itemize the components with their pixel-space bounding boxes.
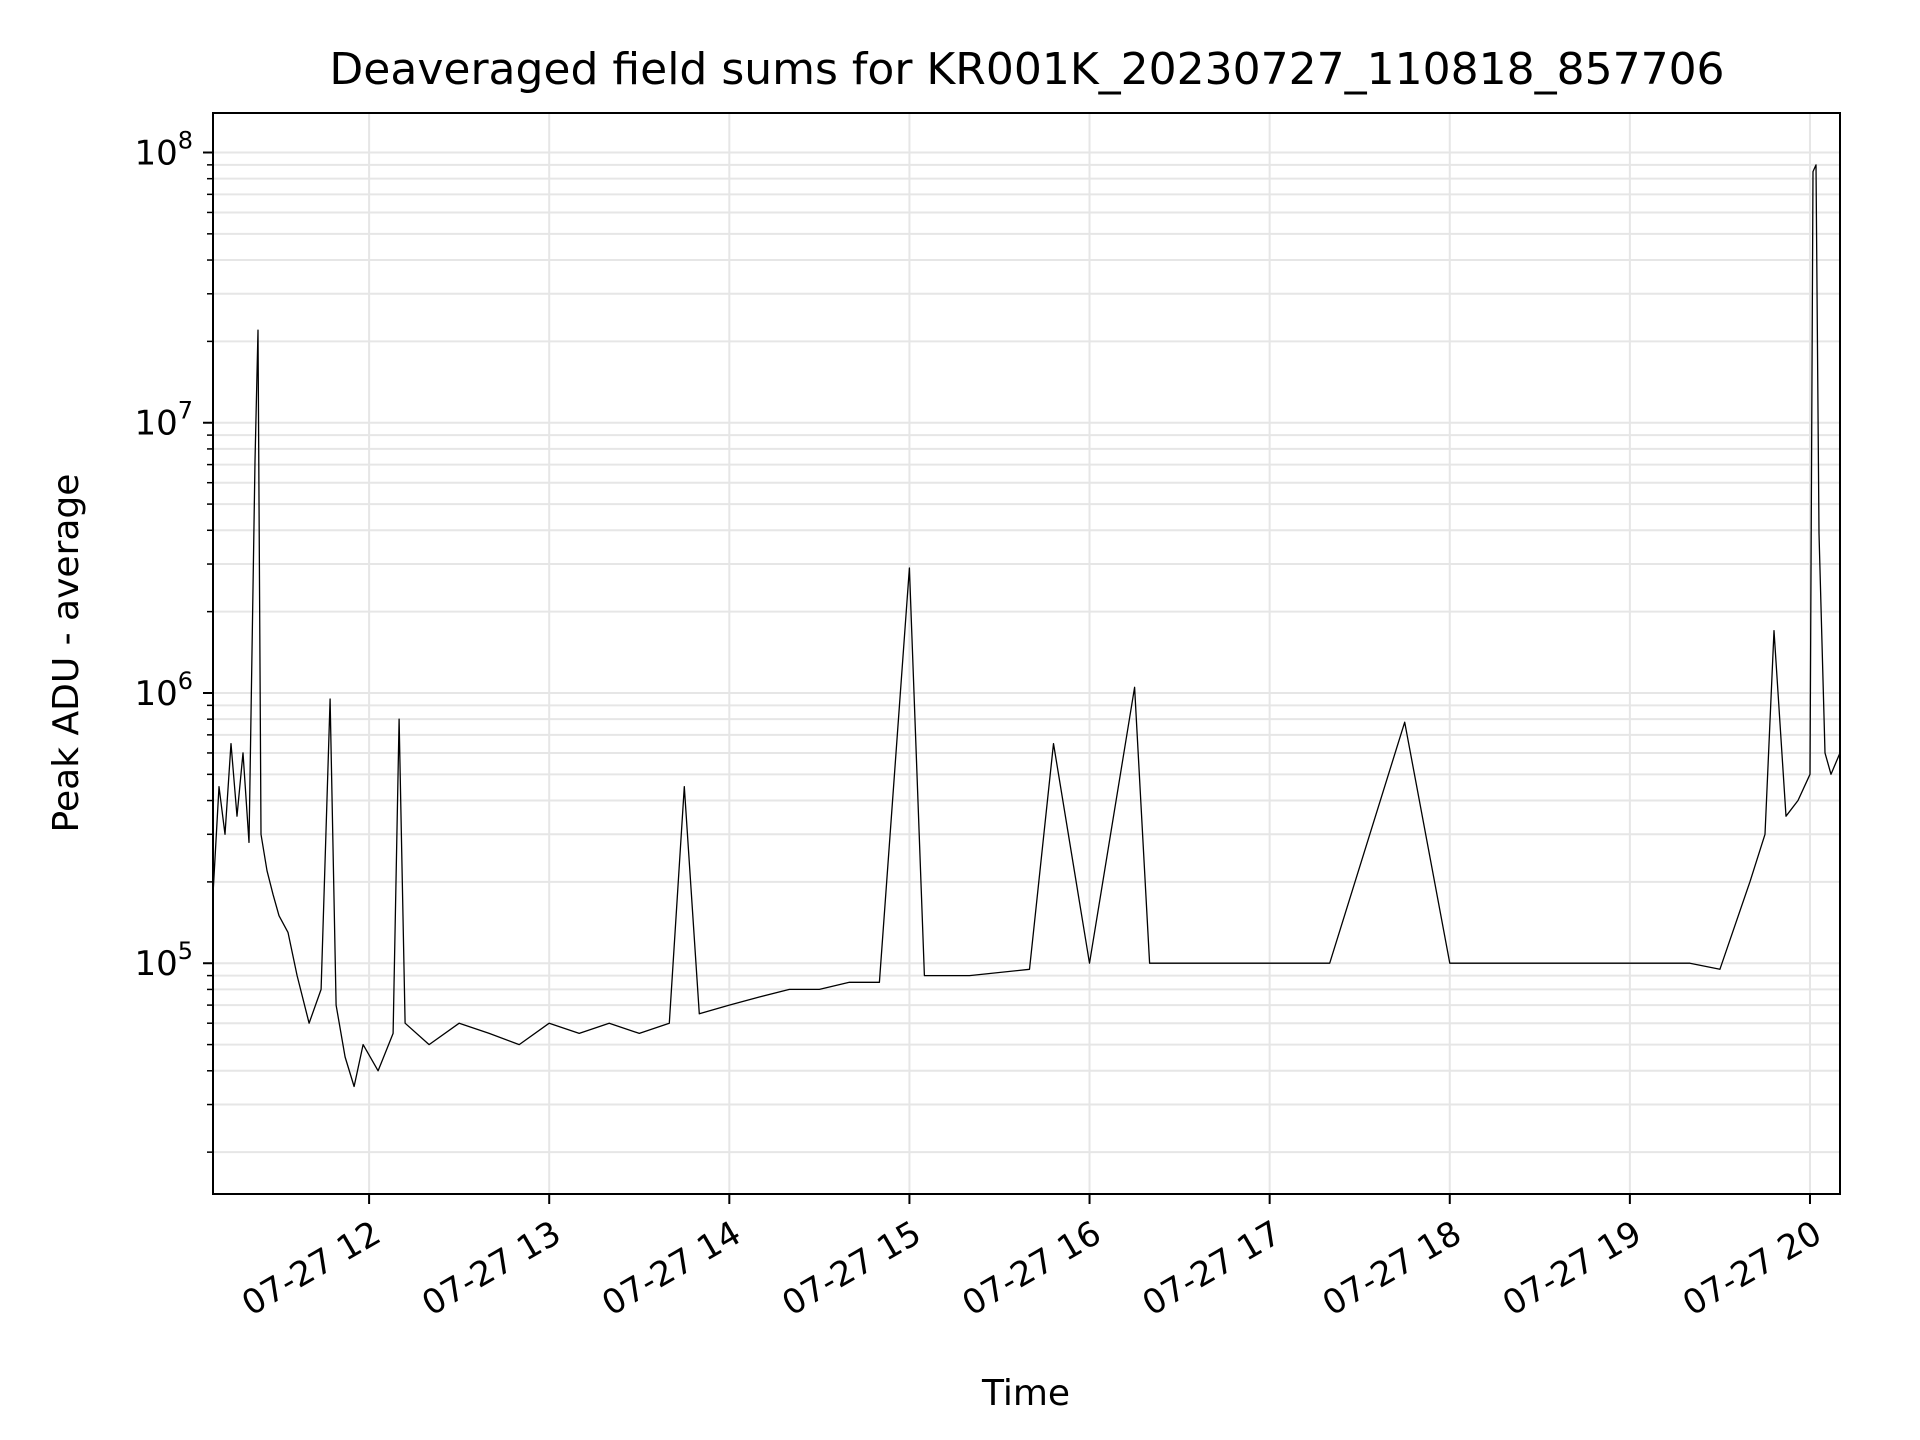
- y-tick-label-base: 10: [134, 133, 177, 173]
- y-tick-label-exponent: 5: [178, 937, 193, 965]
- y-tick-label-base: 10: [134, 944, 177, 984]
- y-tick-label-base: 10: [134, 674, 177, 714]
- y-tick-label-exponent: 7: [178, 397, 193, 425]
- y-tick-label-exponent: 6: [178, 667, 193, 695]
- y-tick-label: 107: [134, 397, 193, 444]
- y-tick-label: 105: [134, 937, 193, 984]
- plot-area-frame: [212, 112, 1841, 1195]
- y-tick-label: 106: [134, 667, 193, 714]
- y-axis-label: Peak ADU - average: [46, 474, 87, 833]
- chart-title: Deaveraged field sums for KR001K_2023072…: [329, 44, 1724, 95]
- y-tick-label: 108: [134, 126, 193, 173]
- y-tick-label-base: 10: [134, 404, 177, 444]
- grid-layer: [213, 113, 1840, 1194]
- x-axis-label: Time: [981, 1373, 1070, 1414]
- y-tick-label-exponent: 8: [178, 126, 193, 154]
- data-line-series: [212, 164, 1841, 1088]
